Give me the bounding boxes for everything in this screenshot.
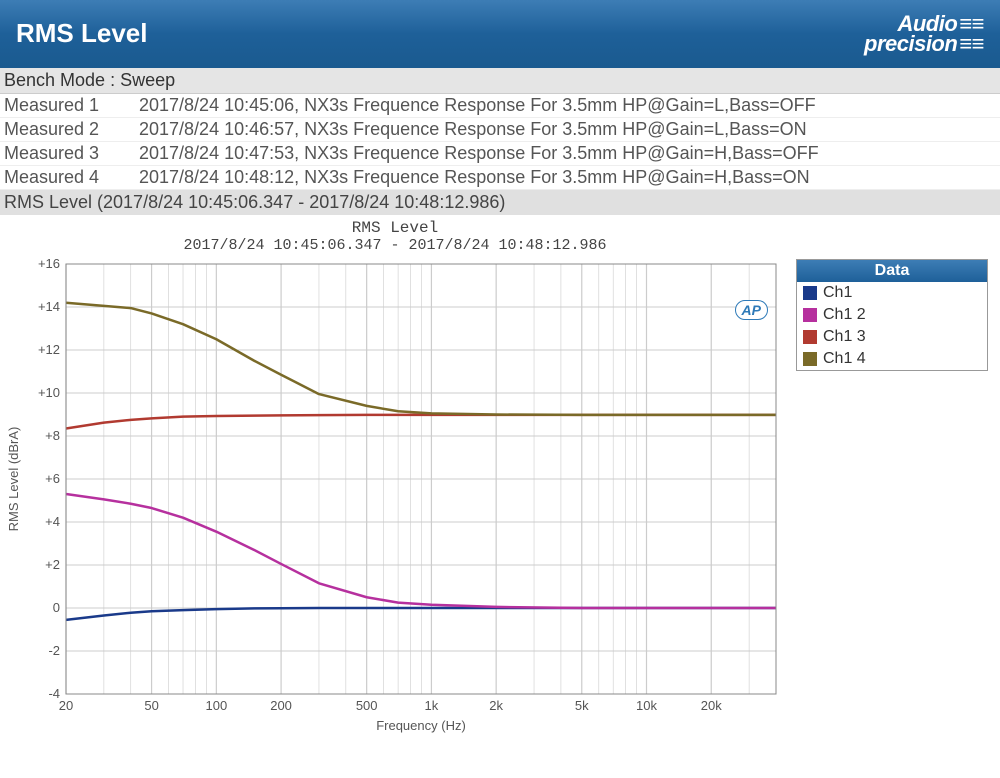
measurement-row: Measured 1 2017/8/24 10:45:06, NX3s Freq… — [0, 94, 1000, 118]
legend-swatch — [803, 308, 817, 322]
svg-text:100: 100 — [205, 698, 227, 713]
svg-text:+8: +8 — [45, 428, 60, 443]
svg-text:Frequency (Hz): Frequency (Hz) — [376, 718, 466, 733]
legend-label: Ch1 2 — [823, 306, 866, 324]
legend-title: Data — [797, 260, 987, 282]
legend-item[interactable]: Ch1 3 — [797, 326, 987, 348]
chart-legend: Data Ch1 Ch1 2 Ch1 3 Ch1 4 — [796, 259, 988, 371]
measurement-row: Measured 3 2017/8/24 10:47:53, NX3s Freq… — [0, 142, 1000, 166]
svg-text:20k: 20k — [701, 698, 722, 713]
measurement-list: Measured 1 2017/8/24 10:45:06, NX3s Freq… — [0, 94, 1000, 190]
measurement-row: Measured 4 2017/8/24 10:48:12, NX3s Freq… — [0, 166, 1000, 190]
measurement-text: 2017/8/24 10:45:06, NX3s Frequence Respo… — [139, 95, 816, 116]
chart-container: RMS Level 2017/8/24 10:45:06.347 - 2017/… — [0, 215, 1000, 778]
svg-text:10k: 10k — [636, 698, 657, 713]
ap-badge-icon: AP — [735, 300, 768, 320]
svg-text:+16: +16 — [38, 256, 60, 271]
svg-text:+14: +14 — [38, 299, 60, 314]
measurement-label: Measured 1 — [4, 95, 139, 116]
measurement-text: 2017/8/24 10:48:12, NX3s Frequence Respo… — [139, 167, 810, 188]
svg-text:RMS Level (dBrA): RMS Level (dBrA) — [6, 426, 21, 531]
svg-text:1k: 1k — [425, 698, 439, 713]
legend-label: Ch1 3 — [823, 328, 866, 346]
svg-text:+6: +6 — [45, 471, 60, 486]
legend-item[interactable]: Ch1 4 — [797, 348, 987, 370]
brand-logo: Audio≡≡ precision≡≡ — [864, 14, 984, 54]
measurement-label: Measured 2 — [4, 119, 139, 140]
measurement-row: Measured 2 2017/8/24 10:46:57, NX3s Freq… — [0, 118, 1000, 142]
svg-text:+12: +12 — [38, 342, 60, 357]
legend-swatch — [803, 286, 817, 300]
measurement-label: Measured 3 — [4, 143, 139, 164]
legend-label: Ch1 4 — [823, 350, 866, 368]
measurement-text: 2017/8/24 10:47:53, NX3s Frequence Respo… — [139, 143, 819, 164]
page-title: RMS Level — [16, 18, 148, 49]
legend-swatch — [803, 330, 817, 344]
legend-label: Ch1 — [823, 284, 852, 302]
chart-area: AP -4-20+2+4+6+8+10+12+14+16205010020050… — [4, 254, 786, 774]
legend-item[interactable]: Ch1 — [797, 282, 987, 304]
svg-text:5k: 5k — [575, 698, 589, 713]
svg-text:2k: 2k — [489, 698, 503, 713]
measurement-label: Measured 4 — [4, 167, 139, 188]
svg-text:20: 20 — [59, 698, 73, 713]
svg-text:-2: -2 — [48, 643, 60, 658]
svg-text:+4: +4 — [45, 514, 60, 529]
chart-title: RMS Level — [4, 219, 786, 237]
chart-subtitle: 2017/8/24 10:45:06.347 - 2017/8/24 10:48… — [4, 237, 786, 254]
app-header: RMS Level Audio≡≡ precision≡≡ — [0, 0, 1000, 68]
svg-text:200: 200 — [270, 698, 292, 713]
chart-titles: RMS Level 2017/8/24 10:45:06.347 - 2017/… — [4, 219, 786, 254]
chart-svg: -4-20+2+4+6+8+10+12+14+1620501002005001k… — [4, 254, 786, 734]
svg-text:+10: +10 — [38, 385, 60, 400]
legend-item[interactable]: Ch1 2 — [797, 304, 987, 326]
svg-text:+2: +2 — [45, 557, 60, 572]
legend-swatch — [803, 352, 817, 366]
measurement-text: 2017/8/24 10:46:57, NX3s Frequence Respo… — [139, 119, 807, 140]
bench-mode-line: Bench Mode : Sweep — [0, 68, 1000, 94]
chart-column: RMS Level 2017/8/24 10:45:06.347 - 2017/… — [4, 219, 786, 774]
svg-text:500: 500 — [356, 698, 378, 713]
summary-line: RMS Level (2017/8/24 10:45:06.347 - 2017… — [0, 190, 1000, 215]
svg-text:0: 0 — [53, 600, 60, 615]
svg-text:50: 50 — [144, 698, 158, 713]
